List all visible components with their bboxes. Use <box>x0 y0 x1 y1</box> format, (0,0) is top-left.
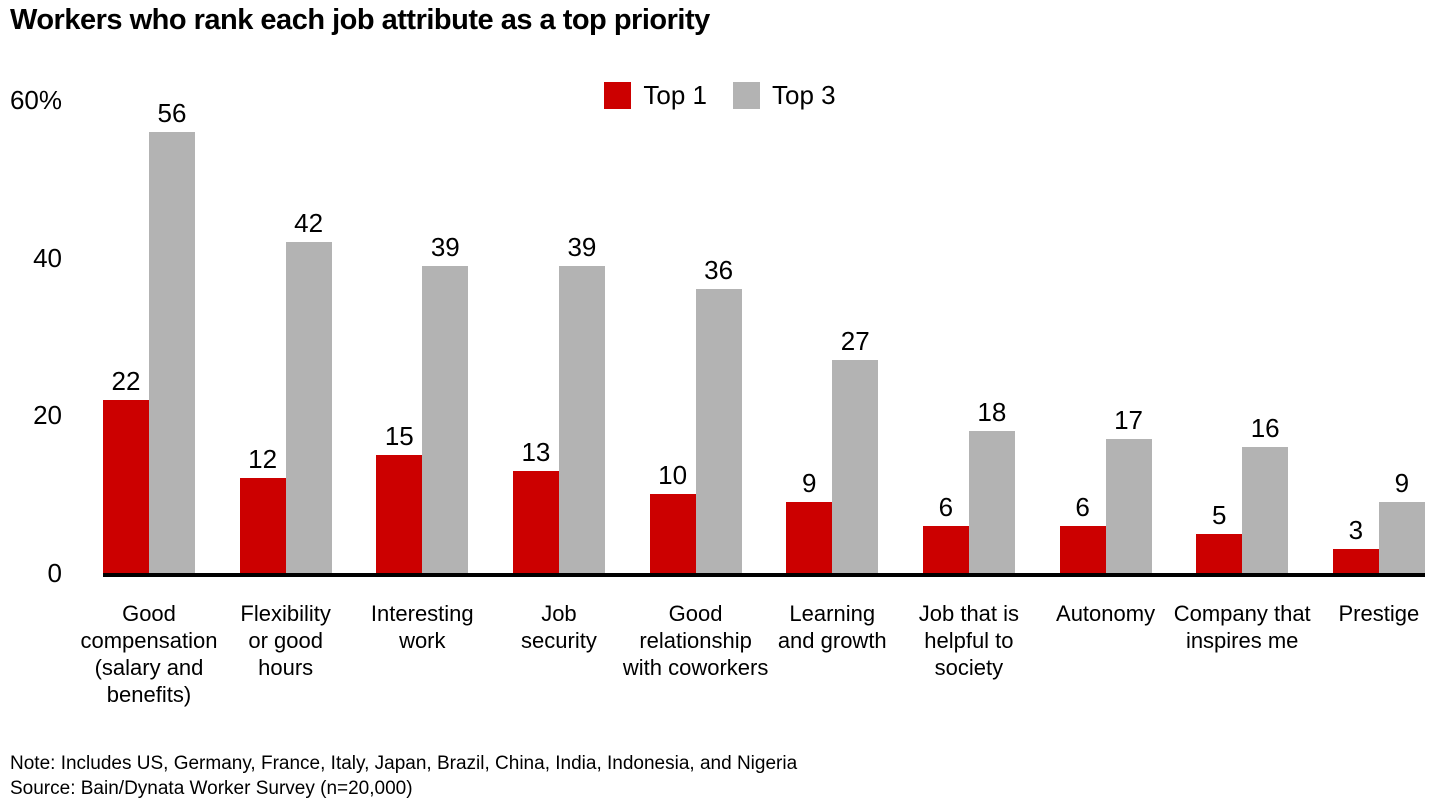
bar-value-top-3-company-that-inspires-me: 16 <box>1250 412 1280 443</box>
x-axis-label-interesting-work: Interesting work <box>370 601 474 653</box>
bar-value-top-3-job-that-is-helpful-to-society: 18 <box>977 397 1007 428</box>
x-axis-label-good-compensation-salary-and-benefits: Good compensation (salary and benefits) <box>80 601 218 707</box>
note-text: Note: Includes US, Germany, France, Ital… <box>10 753 798 774</box>
bar-value-top-3-autonomy: 17 <box>1114 404 1143 435</box>
bar-top-1-job-that-is-helpful-to-society <box>922 525 969 573</box>
legend-item-top-3: Top 3 <box>733 82 836 109</box>
legend-swatch-top-3-icon <box>733 82 760 109</box>
bar-top-3-job-security <box>558 265 605 573</box>
x-axis-line <box>103 573 1425 577</box>
bar-top-1-autonomy <box>1059 525 1106 573</box>
bar-top-3-autonomy <box>1105 438 1152 573</box>
bar-value-top-3-interesting-work: 39 <box>430 231 460 262</box>
bar-value-top-1-learning-and-growth: 9 <box>802 468 817 499</box>
bar-value-top-1-flexibility-or-good-hours: 12 <box>248 444 278 475</box>
bar-value-top-1-autonomy: 6 <box>1075 491 1090 522</box>
y-axis-tick-0: 0 <box>47 558 62 588</box>
legend-item-top-1: Top 1 <box>604 82 707 109</box>
bar-value-top-3-flexibility-or-good-hours: 42 <box>294 207 324 238</box>
legend-swatch-top-1-icon <box>604 82 632 109</box>
chart-legend: Top 1 Top 3 <box>0 82 1440 109</box>
bar-value-top-1-company-that-inspires-me: 5 <box>1211 499 1227 530</box>
bar-top-1-flexibility-or-good-hours <box>239 478 286 573</box>
legend-label-top-1: Top 1 <box>643 80 707 110</box>
y-axis-tick-20: 20 <box>33 400 62 431</box>
x-axis-label-job-that-is-helpful-to-society: Job that is helpful to society <box>918 601 1020 680</box>
bar-value-top-3-job-security: 39 <box>567 231 597 262</box>
bar-value-top-3-good-compensation-salary-and-benefits: 56 <box>157 97 187 128</box>
bar-value-top-1-prestige: 3 <box>1348 515 1364 546</box>
x-axis-label-prestige: Prestige <box>1338 601 1420 626</box>
bar-top-1-job-security <box>512 470 559 573</box>
bar-top-3-learning-and-growth <box>832 360 879 573</box>
bar-value-top-3-good-relationship-with-coworkers: 36 <box>704 255 734 286</box>
x-axis-label-flexibility-or-good-hours: Flexibility or good hours <box>240 601 331 680</box>
legend-label-top-3: Top 3 <box>772 80 836 110</box>
x-axis-label-good-relationship-with-coworkers: Good relationship with coworkers <box>622 601 769 680</box>
bar-value-top-1-good-relationship-with-coworkers: 10 <box>658 460 688 491</box>
bar-top-3-flexibility-or-good-hours <box>285 241 332 573</box>
bar-top-3-interesting-work <box>422 265 469 573</box>
bar-top-1-interesting-work <box>376 454 423 573</box>
bar-value-top-1-job-security: 13 <box>521 436 551 467</box>
bar-top-1-good-relationship-with-coworkers <box>649 494 696 573</box>
bar-top-3-company-that-inspires-me <box>1242 446 1289 573</box>
x-axis-label-learning-and-growth: Learning and growth <box>777 601 887 653</box>
x-axis-label-job-security: Job security <box>521 601 597 653</box>
bar-value-top-1-good-compensation-salary-and-benefits: 22 <box>111 365 141 396</box>
x-axis-label-company-that-inspires-me: Company that inspires me <box>1173 601 1311 653</box>
bar-top-1-company-that-inspires-me <box>1196 533 1243 573</box>
bar-top-1-good-compensation-salary-and-benefits <box>103 399 149 573</box>
bar-value-top-1-interesting-work: 15 <box>384 420 414 451</box>
bar-top-3-good-compensation-salary-and-benefits <box>149 131 195 573</box>
x-axis-label-autonomy: Autonomy <box>1056 601 1156 626</box>
bar-top-3-prestige <box>1378 502 1425 573</box>
bar-top-3-good-relationship-with-coworkers <box>695 289 742 573</box>
source-text: Source: Bain/Dynata Worker Survey (n=20,… <box>10 778 413 799</box>
bar-top-1-learning-and-growth <box>786 502 833 573</box>
bar-value-top-1-job-that-is-helpful-to-society: 6 <box>938 491 954 522</box>
bar-value-top-3-prestige: 9 <box>1394 468 1410 499</box>
chart-title: Workers who rank each job attribute as a… <box>10 4 710 36</box>
y-axis-tick-40: 40 <box>33 242 62 273</box>
bar-top-1-prestige <box>1332 549 1379 573</box>
y-axis-tick-60: 60% <box>9 85 62 115</box>
bar-value-top-3-learning-and-growth: 27 <box>840 326 870 357</box>
bar-top-3-job-that-is-helpful-to-society <box>968 431 1015 573</box>
